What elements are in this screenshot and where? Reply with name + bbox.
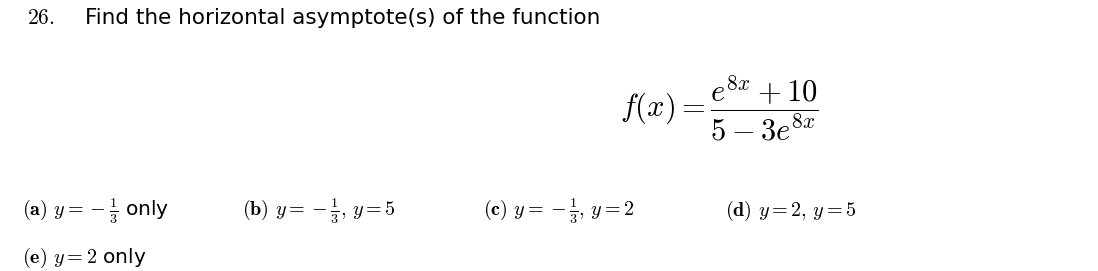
Text: $\mathbf{26.}$: $\mathbf{26.}$ (27, 8, 55, 28)
Text: $\mathbf{(d)}$ $y=2,\,y=5$: $\mathbf{(d)}$ $y=2,\,y=5$ (725, 199, 856, 224)
Text: $\mathbf{(c)}$ $y=-\frac{1}{3},\,y=2$: $\mathbf{(c)}$ $y=-\frac{1}{3},\,y=2$ (483, 196, 635, 226)
Text: $\mathbf{(a)}$ $y=-\frac{1}{3}$ only: $\mathbf{(a)}$ $y=-\frac{1}{3}$ only (22, 196, 169, 226)
Text: $\mathbf{(b)}$ $y=-\frac{1}{3},\,y=5$: $\mathbf{(b)}$ $y=-\frac{1}{3},\,y=5$ (242, 196, 395, 226)
Text: $\mathbf{(e)}$ $y=2$ only: $\mathbf{(e)}$ $y=2$ only (22, 245, 146, 270)
Text: Find the horizontal asymptote(s) of the function: Find the horizontal asymptote(s) of the … (85, 8, 600, 28)
Text: $f(x) = \dfrac{e^{8x}+10}{5-3e^{8x}}$: $f(x) = \dfrac{e^{8x}+10}{5-3e^{8x}}$ (620, 73, 819, 143)
